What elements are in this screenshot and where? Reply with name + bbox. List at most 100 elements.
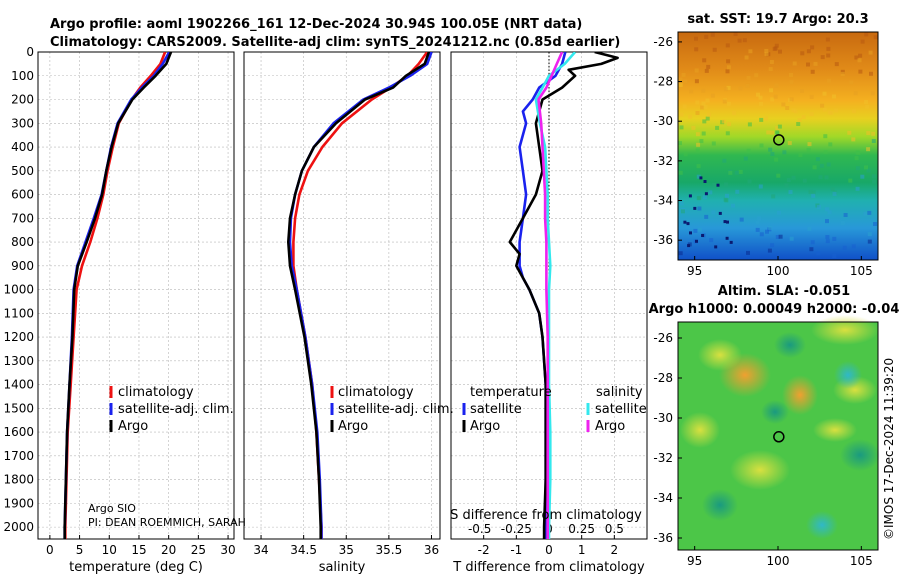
depth-tick-label: 1300 — [3, 354, 34, 368]
x-tick-label: 0 — [46, 543, 54, 557]
sst-pixel — [764, 48, 769, 53]
s-tick-label: -0.25 — [501, 522, 532, 536]
temperature-legend: climatology satellite-adj. clim. Argo — [109, 385, 234, 434]
sst-pixel — [811, 193, 816, 198]
t-tick-label: 0 — [545, 543, 553, 557]
lon-tick-label: 105 — [850, 554, 873, 568]
sst-pixel — [789, 236, 794, 241]
sst-pixel — [694, 36, 698, 41]
sst-pixel — [701, 88, 706, 93]
sst-pixel — [759, 117, 764, 122]
sst-pixel — [832, 236, 837, 241]
sst-pixel — [697, 195, 702, 200]
sst-pixel — [819, 163, 824, 168]
sst-pixel — [866, 147, 871, 152]
sst-cold-pixel — [703, 180, 707, 183]
sst-pixel — [815, 157, 820, 162]
t-tick-label: 1 — [578, 543, 586, 557]
sst-pixel — [826, 46, 831, 51]
temperature-grid — [38, 51, 234, 539]
sst-pixel — [873, 222, 877, 226]
sst-pixel — [678, 170, 683, 175]
lon-tick-label: 95 — [687, 554, 702, 568]
sst-pixel — [793, 109, 798, 114]
sst-pixel — [757, 216, 762, 221]
depth-tick-label: 900 — [11, 259, 34, 273]
sst-pixel — [777, 210, 781, 215]
sst-pixel — [854, 55, 859, 60]
lat-tick-label: -28 — [653, 371, 673, 385]
sst-pixel — [832, 94, 836, 99]
depth-tick-label: 1900 — [3, 496, 34, 510]
sst-pixel — [694, 79, 699, 84]
sst-pixel — [768, 225, 773, 230]
sst-pixel — [830, 187, 835, 192]
sst-pixel — [798, 153, 803, 157]
sst-pixel — [852, 109, 857, 114]
sst-pixel — [774, 157, 779, 162]
sst-cold-pixel — [695, 239, 698, 243]
sst-pixel — [737, 38, 742, 43]
sst-pixel — [820, 55, 825, 60]
x-tick-label: 35 — [339, 543, 354, 557]
legend-temperature-title: temperature — [470, 385, 552, 400]
sst-pixel — [867, 239, 872, 244]
sst-pixel — [789, 73, 793, 77]
sst-pixel — [724, 182, 729, 187]
sst-pixel — [776, 173, 781, 178]
sst-pixel — [678, 141, 682, 146]
sst-pixel — [702, 58, 707, 63]
sst-pixel — [768, 147, 773, 152]
sst-pixel — [727, 122, 732, 127]
s-tick-label: 0.5 — [605, 522, 624, 536]
sst-pixel — [867, 232, 872, 237]
sst-pixel — [711, 141, 716, 146]
legend-satellite-label: satellite-adj. clim. — [118, 402, 234, 417]
t-tick-label: -1 — [510, 543, 522, 557]
sst-pixel — [747, 122, 752, 127]
sst-pixel — [734, 170, 739, 175]
sst-pixel — [825, 239, 830, 244]
sst-pixel — [826, 162, 831, 167]
sst-pixel — [834, 62, 839, 67]
depth-tick-label: 1200 — [3, 330, 34, 344]
lat-tick-label: -36 — [653, 233, 673, 247]
sst-pixel — [738, 86, 743, 91]
sst-pixel — [855, 166, 860, 171]
sst-pixel — [764, 116, 769, 121]
sst-pixel — [784, 183, 789, 188]
sst-pixel — [769, 60, 774, 64]
depth-tick-label: 600 — [11, 188, 34, 202]
lat-tick-label: -26 — [653, 331, 673, 345]
legend-argo-label: Argo — [118, 419, 148, 434]
sst-pixel — [701, 131, 706, 136]
sst-pixel — [754, 73, 759, 78]
sst-pixel — [854, 156, 859, 161]
sst-cold-pixel — [723, 220, 727, 224]
sst-pixel — [781, 102, 786, 107]
depth-tick-label: 700 — [11, 211, 34, 225]
sst-cold-pixel — [725, 236, 729, 240]
profile-climatology — [64, 52, 167, 539]
diff-s-argo — [537, 52, 564, 539]
sst-pixel — [755, 227, 760, 232]
sst-cold-pixel — [718, 211, 722, 215]
legend-satellite-label: satellite-adj. clim. — [338, 402, 454, 417]
sst-pixel — [809, 112, 814, 116]
sst-pixel — [758, 102, 763, 106]
sst-pixel — [735, 189, 740, 194]
temperature-tick-labels: 0 5 10 15 20 25 30 — [46, 535, 236, 557]
depth-tick-label: 1500 — [3, 401, 34, 415]
sst-pixel — [704, 68, 709, 73]
header-line1: Argo profile: aoml 1902266_161 12-Dec-20… — [50, 17, 582, 32]
sst-pixel — [746, 75, 751, 80]
sst-pixel — [743, 156, 748, 161]
sst-pixel — [682, 104, 687, 109]
sst-cold-pixel — [687, 244, 691, 248]
sst-cold-pixel — [704, 192, 708, 196]
sst-pixel — [738, 169, 743, 174]
sst-pixel — [823, 150, 828, 155]
sst-pixel — [721, 119, 726, 124]
difference-profiles — [508, 52, 619, 539]
sst-pixel — [767, 248, 772, 253]
